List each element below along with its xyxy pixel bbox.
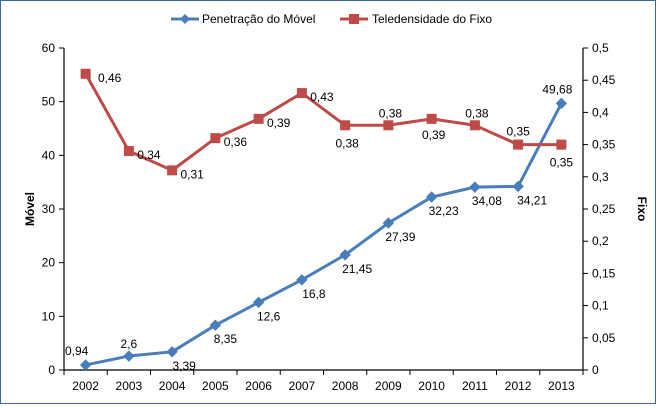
fixo-data-label: 0,35 [506,125,530,139]
right-tick-label: 0,2 [592,234,609,248]
left-tick-label: 50 [42,95,56,109]
movel-data-label: 8,35 [214,332,238,346]
fixo-data-point [469,120,480,131]
fixo-data-label: 0,31 [180,167,204,181]
movel-data-label: 3,39 [172,359,196,373]
right-tick-label: 0,05 [592,331,616,345]
movel-data-label: 0,94 [65,344,89,358]
movel-data-point [425,191,438,203]
fixo-data-point [253,113,264,124]
fixo-data-point [210,133,221,144]
legend-fixo-marker [349,14,359,24]
x-tick-label: 2007 [289,379,316,393]
fixo-data-label: 0,39 [267,116,291,130]
movel-data-label: 21,45 [342,262,372,276]
fixo-data-point [513,139,524,150]
right-tick-label: 0,35 [592,138,616,152]
fixo-data-point [123,146,134,157]
legend-movel-label: Penetração do Móvel [202,12,315,26]
movel-data-label: 34,21 [517,193,547,207]
right-tick-label: 0,4 [592,105,609,119]
movel-data-point [382,217,395,229]
x-tick-label: 2009 [375,379,402,393]
fixo-data-point [426,113,437,124]
x-tick-label: 2006 [245,379,272,393]
fixo-series-line [84,73,562,172]
movel-data-label: 32,23 [429,204,459,218]
movel-data-point [252,296,265,309]
fixo-data-point [340,120,351,131]
x-tick-label: 2004 [159,379,186,393]
right-tick-label: 0,25 [592,202,616,216]
fixo-data-point [296,88,307,99]
fixo-data-label: 0,38 [379,106,403,120]
movel-data-label: 34,08 [472,194,502,208]
movel-data-label: 2,6 [121,337,138,351]
x-tick-label: 2003 [116,379,143,393]
legend-fixo-label: Teledensidade do Fixo [372,12,492,26]
x-tick-label: 2002 [72,379,99,393]
fixo-data-point [556,139,567,150]
fixo-data-label: 0,43 [310,90,334,104]
left-tick-label: 20 [42,256,56,270]
fixo-data-label: 0,34 [137,148,161,162]
fixo-data-label: 0,39 [422,128,446,142]
movel-data-label: 12,6 [257,309,281,323]
x-tick-label: 2011 [462,379,488,393]
x-tick-label: 2008 [332,379,359,393]
movel-data-point [339,249,351,261]
legend-movel-marker [180,14,190,24]
right-tick-label: 0,1 [592,299,609,313]
x-tick-label: 2012 [505,379,532,393]
movel-data-label: 27,39 [385,230,415,244]
movel-data-label: 49,68 [542,82,572,96]
fixo-data-label: 0,35 [550,156,574,170]
right-tick-label: 0,3 [592,170,609,184]
fixo-data-point [383,120,394,131]
left-tick-label: 40 [42,148,56,162]
movel-data-point [296,274,308,286]
movel-data-label: 16,8 [302,287,326,301]
fixo-data-label: 0,38 [335,136,359,150]
movel-series-line [85,102,563,367]
right-tick-label: 0 [592,363,599,377]
fixo-data-label: 0,46 [98,71,122,85]
fixo-data-label: 0,36 [224,135,248,149]
movel-data-point [555,97,568,110]
movel-data-point [512,180,524,193]
x-tick-label: 2005 [202,379,229,393]
fixo-data-point [80,68,91,79]
left-tick-label: 30 [42,202,56,216]
x-tick-label: 2010 [418,379,445,393]
fixo-data-point [167,165,178,176]
right-tick-label: 0,45 [592,73,616,87]
right-tick-label: 0,5 [592,41,609,55]
movel-data-point [79,359,92,371]
left-axis-title: Móvel [23,192,37,226]
movel-data-point [469,181,481,193]
right-tick-label: 0,15 [592,266,616,280]
left-tick-label: 10 [42,309,56,323]
fixo-data-label: 0,38 [465,106,489,120]
x-tick-label: 2013 [548,379,575,393]
movel-data-point [166,346,178,358]
left-tick-label: 60 [42,41,56,55]
right-axis-title: Fixo [635,197,649,222]
left-tick-label: 0 [48,363,55,377]
movel-data-point [123,350,135,362]
movel-data-point [209,319,222,331]
